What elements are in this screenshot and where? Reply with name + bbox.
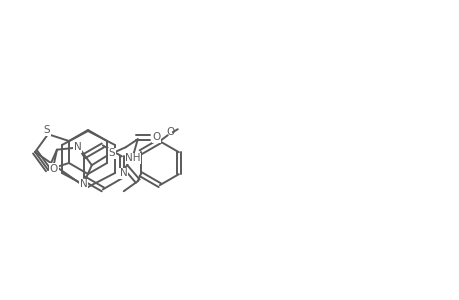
Text: O: O bbox=[50, 164, 58, 174]
Text: NH: NH bbox=[125, 153, 140, 163]
Text: O: O bbox=[166, 127, 174, 137]
Text: S: S bbox=[44, 125, 50, 135]
Text: N: N bbox=[74, 142, 82, 152]
Text: O: O bbox=[152, 132, 161, 142]
Text: N: N bbox=[120, 168, 128, 178]
Text: S: S bbox=[108, 148, 115, 158]
Text: N: N bbox=[80, 179, 88, 189]
